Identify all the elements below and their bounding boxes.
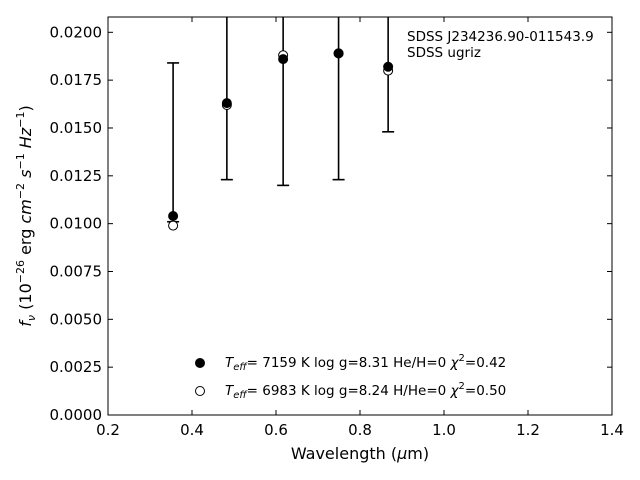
legend-logg-2: log g=8.24: [314, 383, 389, 399]
y-axis: 0.0000 0.0025 0.0050 0.0075 0.0100 0.0125 0.01…: [50, 23, 612, 424]
x-axis: 0.2 0.4 0.6 0.8 1.0 1.2 1.4: [96, 17, 624, 439]
legend: Teff= 7159 K log g=8.31 He/H=0 χ2=0.42 T…: [195, 353, 506, 401]
legend-chi2-1: =0.42: [465, 355, 506, 371]
plot-area: [167, 17, 395, 231]
y-tick-label: 0.0075: [50, 262, 103, 280]
y-axis-label: fν (10−26 erg cm−2 s−1 Hz−1): [14, 105, 38, 326]
legend-marker-filled-circle: [195, 358, 205, 368]
annotation-photometry: SDSS ugriz: [407, 45, 481, 61]
y-tick-label: 0.0150: [50, 119, 103, 137]
y-tick-label: 0.0100: [50, 215, 103, 233]
legend-entry-1: Teff= 7159 K log g=8.31 He/H=0 χ2=0.42: [195, 353, 506, 373]
x-tick-label: 1.2: [516, 421, 540, 439]
legend-label-2: Teff= 6983 K log g=8.24 H/He=0 χ2=0.50: [225, 381, 506, 401]
legend-comp-1: He/H=0: [393, 355, 446, 371]
y-tick-label: 0.0175: [50, 71, 103, 89]
y-tick-label: 0.0000: [50, 406, 103, 424]
legend-comp-2: H/He=0: [393, 383, 446, 399]
x-tick-label: 1.4: [600, 421, 624, 439]
filled-circle-point: [168, 211, 179, 221]
x-tick-label: 0.2: [96, 421, 120, 439]
y-tick-label: 0.0025: [50, 358, 103, 376]
legend-marker-open-circle: [195, 386, 205, 396]
y-tick-label: 0.0125: [50, 167, 103, 185]
x-tick-label: 0.8: [348, 421, 372, 439]
annotation-object-name: SDSS J234236.90-011543.9: [407, 29, 594, 45]
filled-circle-point: [333, 48, 344, 59]
legend-label-1: Teff= 7159 K log g=8.31 He/H=0 χ2=0.42: [225, 353, 506, 373]
legend-entry-2: Teff= 6983 K log g=8.24 H/He=0 χ2=0.50: [195, 381, 506, 401]
x-tick-label: 0.6: [264, 421, 288, 439]
filled-circle-point: [221, 98, 232, 109]
filled-circle-point: [278, 54, 289, 65]
x-tick-label: 1.0: [432, 421, 456, 439]
legend-logg-1: log g=8.31: [314, 355, 389, 371]
legend-teff-1: 7159 K: [262, 355, 311, 371]
y-tick-label: 0.0200: [50, 23, 103, 41]
x-axis-label: Wavelength (μm): [291, 444, 429, 463]
legend-chi2-2: =0.50: [465, 383, 506, 399]
open-circle-point: [168, 220, 179, 231]
legend-teff-2: 6983 K: [262, 383, 311, 399]
y-tick-label: 0.0050: [50, 310, 103, 328]
x-tick-label: 0.4: [180, 421, 204, 439]
filled-circle-point: [383, 61, 394, 72]
